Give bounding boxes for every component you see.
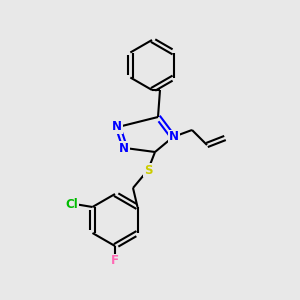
- Text: N: N: [119, 142, 129, 154]
- Text: F: F: [111, 254, 119, 268]
- Text: N: N: [112, 121, 122, 134]
- Text: S: S: [144, 164, 152, 176]
- Text: Cl: Cl: [65, 197, 78, 211]
- Text: N: N: [169, 130, 179, 143]
